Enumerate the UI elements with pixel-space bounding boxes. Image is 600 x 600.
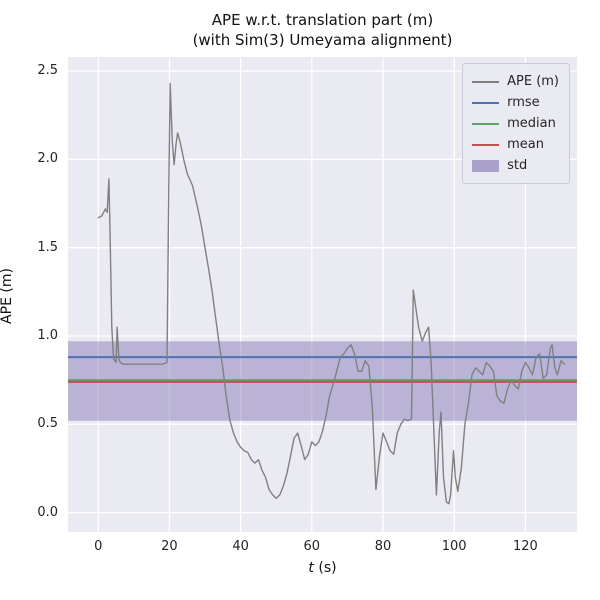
legend-line-sample-median (472, 122, 500, 125)
legend-item-ape: APE (m) (472, 71, 559, 92)
legend-line-sample-rmse (472, 101, 500, 104)
x-tick-label: 120 (512, 539, 538, 554)
legend-label-mean: mean (507, 137, 544, 152)
legend-item-std: std (472, 155, 559, 176)
legend: APE (m) rmse median mean std (462, 63, 570, 184)
x-axis-label: t (s) (68, 560, 577, 576)
legend-line-sample-mean (472, 143, 500, 146)
legend-label-ape: APE (m) (507, 74, 559, 89)
x-tick-label: 80 (374, 539, 392, 554)
x-tick-label: 20 (161, 539, 178, 554)
y-axis-label: APE (m) (0, 268, 15, 324)
y-tick-label: 2.0 (37, 151, 58, 167)
chart-title-line2: (with Sim(3) Umeyama alignment) (192, 31, 453, 49)
x-tick-label: 0 (94, 539, 103, 554)
y-tick-label: 0.0 (37, 504, 58, 520)
legend-item-mean: mean (472, 134, 559, 155)
legend-label-median: median (507, 116, 556, 131)
x-axis-label-variable: t (308, 560, 314, 576)
x-tick-label: 40 (232, 539, 249, 554)
y-tick-label: 2.5 (37, 63, 58, 79)
legend-line-sample-ape (472, 80, 500, 83)
chart-canvas (68, 57, 577, 532)
y-tick-label: 1.5 (37, 239, 58, 255)
x-axis-label-unit: (s) (313, 560, 337, 576)
y-tick-label: 0.5 (37, 416, 58, 432)
legend-item-rmse: rmse (472, 92, 559, 113)
legend-label-std: std (507, 158, 528, 173)
legend-label-rmse: rmse (507, 95, 540, 110)
legend-band-sample-std (472, 159, 500, 172)
chart-title-line1: APE w.r.t. translation part (m) (211, 11, 434, 29)
y-tick-label: 1.0 (37, 327, 58, 343)
x-tick-label: 60 (303, 539, 321, 554)
legend-item-median: median (472, 113, 559, 134)
x-tick-label: 100 (441, 539, 467, 554)
